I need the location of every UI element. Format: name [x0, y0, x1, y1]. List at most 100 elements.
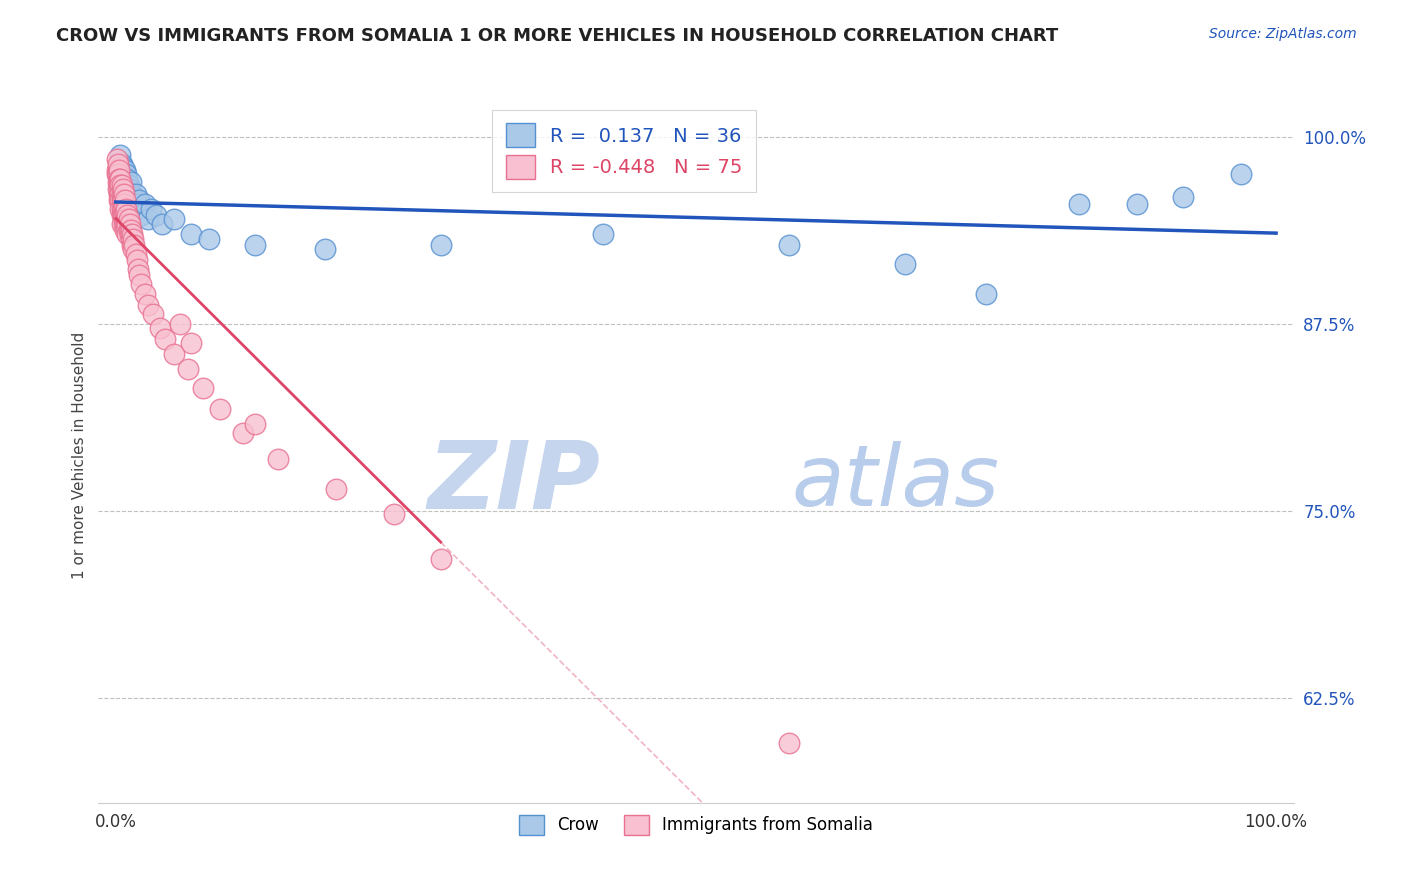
Point: [153, 332, 176, 346]
Point: [163, 212, 186, 227]
Point: [894, 257, 917, 271]
Point: [232, 426, 254, 441]
Point: [120, 223, 142, 237]
Point: [117, 227, 139, 242]
Point: [139, 202, 162, 216]
Point: [111, 157, 134, 171]
Point: [107, 175, 129, 189]
Point: [180, 336, 202, 351]
Point: [142, 306, 165, 320]
Point: [114, 204, 136, 219]
Point: [105, 167, 128, 181]
Point: [111, 202, 134, 216]
Point: [120, 232, 142, 246]
Point: [108, 186, 131, 201]
Point: [382, 507, 405, 521]
Point: [108, 172, 131, 186]
Point: [114, 223, 136, 237]
Point: [108, 178, 131, 192]
Point: [124, 237, 146, 252]
Point: [112, 186, 135, 201]
Legend: Crow, Immigrants from Somalia: Crow, Immigrants from Somalia: [510, 806, 882, 843]
Point: [128, 193, 150, 207]
Point: [121, 227, 143, 242]
Point: [111, 208, 134, 222]
Point: [125, 197, 148, 211]
Point: [122, 190, 145, 204]
Point: [163, 347, 186, 361]
Point: [110, 193, 132, 207]
Point: [150, 217, 173, 231]
Point: [974, 287, 997, 301]
Point: [267, 451, 290, 466]
Point: [136, 297, 159, 311]
Point: [131, 208, 153, 222]
Point: [145, 208, 167, 222]
Point: [115, 212, 138, 227]
Y-axis label: 1 or more Vehicles in Household: 1 or more Vehicles in Household: [72, 331, 87, 579]
Point: [105, 153, 128, 167]
Point: [115, 167, 138, 181]
Point: [115, 202, 138, 216]
Point: [121, 237, 143, 252]
Point: [243, 417, 266, 432]
Text: atlas: atlas: [792, 442, 1000, 524]
Point: [114, 213, 136, 227]
Point: [778, 237, 800, 252]
Point: [108, 162, 131, 177]
Point: [778, 736, 800, 750]
Point: [107, 157, 129, 171]
Point: [127, 202, 149, 216]
Point: [136, 212, 159, 227]
Point: [112, 208, 135, 222]
Point: [120, 175, 142, 189]
Point: [314, 242, 336, 256]
Point: [1126, 197, 1149, 211]
Point: [111, 193, 134, 207]
Point: [115, 219, 138, 234]
Point: [429, 552, 451, 566]
Point: [134, 287, 156, 301]
Point: [124, 193, 146, 207]
Point: [114, 162, 136, 177]
Point: [110, 186, 132, 201]
Point: [122, 232, 145, 246]
Point: [118, 227, 141, 242]
Point: [180, 227, 202, 242]
Point: [111, 186, 134, 201]
Point: [110, 148, 132, 162]
Point: [128, 268, 150, 282]
Point: [177, 362, 200, 376]
Point: [121, 186, 143, 201]
Point: [1067, 197, 1090, 211]
Point: [209, 402, 232, 417]
Point: [124, 246, 146, 260]
Point: [107, 167, 129, 181]
Point: [111, 160, 134, 174]
Point: [111, 208, 134, 222]
Text: Source: ZipAtlas.com: Source: ZipAtlas.com: [1209, 27, 1357, 41]
Point: [110, 202, 132, 216]
Point: [107, 182, 129, 196]
Point: [118, 182, 141, 196]
Point: [429, 237, 451, 252]
Point: [117, 212, 139, 227]
Point: [110, 172, 132, 186]
Point: [592, 227, 614, 242]
Point: [122, 242, 145, 256]
Point: [125, 252, 148, 267]
Point: [197, 232, 219, 246]
Point: [111, 217, 134, 231]
Point: [111, 202, 134, 216]
Point: [134, 197, 156, 211]
Point: [1230, 167, 1253, 181]
Point: [108, 193, 131, 207]
Point: [117, 178, 139, 192]
Point: [111, 193, 134, 207]
Point: [243, 237, 266, 252]
Point: [191, 381, 214, 395]
Point: [169, 317, 191, 331]
Point: [117, 208, 139, 222]
Point: [1173, 190, 1195, 204]
Point: [110, 178, 132, 192]
